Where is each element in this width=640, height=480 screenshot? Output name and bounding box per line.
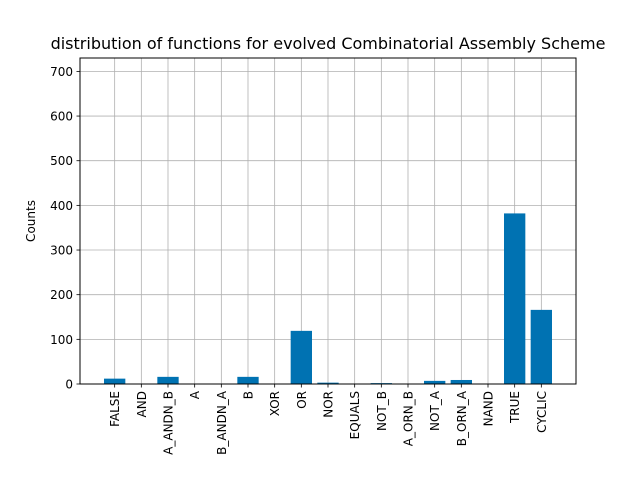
grid-lines	[80, 58, 576, 385]
x-tick-label: NOT_A	[428, 390, 442, 431]
x-tick-label: NOT_B	[375, 391, 389, 431]
x-tick-label: NAND	[482, 391, 496, 426]
bar-false	[104, 378, 126, 384]
bar-nor	[317, 382, 339, 384]
x-tick-label: AND	[135, 391, 149, 417]
bar-true	[504, 213, 526, 384]
x-tick-label: B	[242, 391, 256, 399]
y-axis-ticks: 0 100 200 300 400 500 600 700	[50, 65, 80, 392]
y-tick-label: 600	[50, 110, 73, 124]
x-tick-label: NOR	[322, 391, 336, 418]
bar-not-a	[424, 380, 446, 384]
bar-b-orn-a	[450, 379, 472, 384]
x-tick-label: EQUALS	[348, 391, 362, 439]
y-axis-label: Counts	[24, 200, 38, 242]
chart-title: distribution of functions for evolved Co…	[51, 34, 606, 53]
x-tick-label: TRUE	[508, 391, 522, 424]
y-tick-label: 200	[50, 288, 73, 302]
y-tick-label: 300	[50, 244, 73, 258]
bar-a-andn-b	[157, 376, 179, 384]
x-tick-label: XOR	[268, 391, 282, 416]
x-tick-label: CYCLIC	[535, 391, 549, 433]
bar-or	[290, 330, 312, 384]
x-tick-label: FALSE	[108, 391, 122, 427]
bars	[104, 213, 552, 384]
y-tick-label: 400	[50, 199, 73, 213]
x-tick-label: A_ANDN_B	[162, 391, 176, 455]
x-tick-label: OR	[295, 391, 309, 409]
x-tick-label: A_ORN_B	[402, 391, 416, 446]
x-axis-ticks: FALSE AND A_ANDN_B A B_ANDN_A B XOR OR NOR EQUALS…	[108, 384, 549, 455]
x-tick-label: B_ORN_A	[455, 390, 469, 446]
bar-b	[237, 376, 259, 384]
x-tick-label: B_ANDN_A	[215, 390, 229, 455]
y-tick-label: 100	[50, 333, 73, 347]
y-tick-label: 700	[50, 65, 73, 79]
bar-cyclic	[530, 309, 552, 384]
x-tick-label: A	[188, 390, 202, 399]
y-tick-label: 0	[65, 378, 73, 392]
y-tick-label: 500	[50, 154, 73, 168]
